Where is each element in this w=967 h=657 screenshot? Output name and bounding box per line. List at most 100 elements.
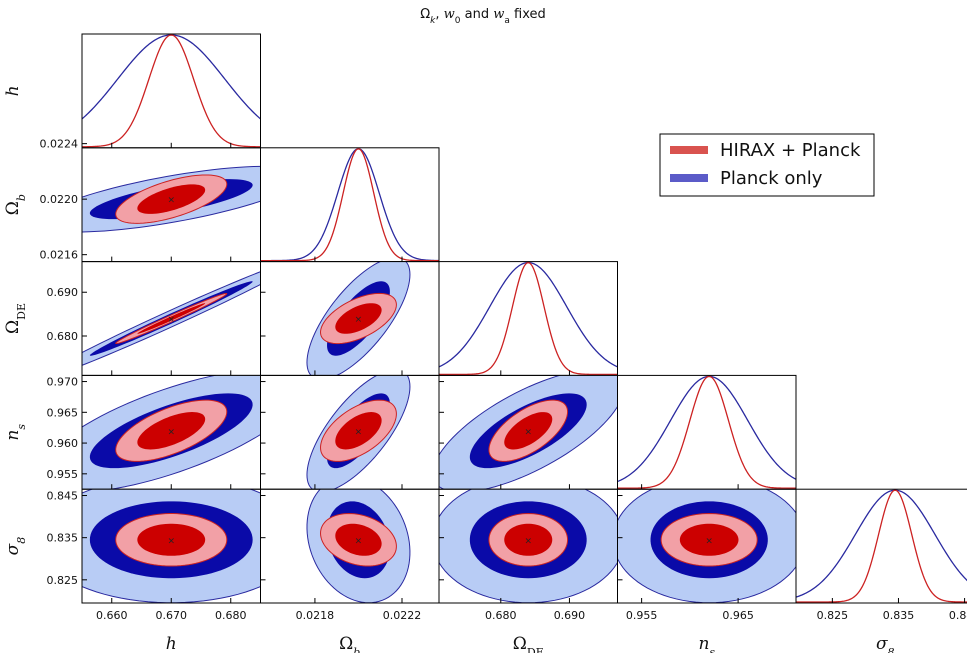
x-axis-label-s8: σ8 [876, 634, 895, 653]
x-tick-label-Ob: 0.0218 [296, 609, 335, 622]
legend: HIRAX + Planck Planck only [659, 133, 875, 197]
chart-title-part: fixed [510, 7, 546, 22]
x-tick-label-Ob: 0.0222 [383, 609, 422, 622]
legend-frame [659, 133, 875, 197]
axis-label-main: σ [876, 634, 888, 653]
axis-label-sub: s [15, 424, 28, 430]
cell-Ob-h: × [82, 165, 261, 233]
contour-1sigma [504, 523, 553, 556]
legend-entry-label: Planck only [720, 168, 823, 189]
x-tick-label-s8: 0.845 [949, 609, 967, 622]
chart-title-part: w [493, 7, 504, 22]
marginal-curve-h [82, 34, 261, 120]
x-tick-label-ODE: 0.680 [485, 609, 517, 622]
axis-label-sub: 8 [888, 646, 895, 654]
axis-label-main: σ [3, 543, 23, 555]
contour-1sigma [335, 412, 382, 450]
marginal-curve-ns [617, 375, 796, 483]
cell-s8-ns: × [617, 489, 796, 604]
chart-title-part: and [461, 7, 494, 22]
marginal-curve-s8 [796, 489, 967, 603]
contour-1sigma [335, 303, 382, 334]
x-tick-label-s8: 0.825 [817, 609, 849, 622]
chart-title-part: k [430, 16, 436, 26]
chart-title-part: 0 [455, 16, 461, 26]
y-axis-label-h: h [3, 85, 23, 96]
cell-s8-h: × [82, 489, 261, 604]
y-tick-label-Ob: 0.0216 [40, 249, 79, 262]
cell-h-h [82, 34, 261, 148]
y-tick-label-ns: 0.965 [47, 406, 79, 419]
x-tick-label-ns: 0.965 [722, 609, 754, 622]
cell-ODE-h: × [82, 271, 261, 366]
x-axis-label-ODE: ΩDE [513, 634, 544, 653]
fiducial-marker: × [167, 536, 175, 546]
axis-label-sub: DE [15, 303, 28, 320]
cell-ns-ODE: × [439, 375, 618, 490]
axis-label-sub: s [709, 646, 715, 654]
y-axis-label-ODE: ΩDE [3, 303, 28, 334]
fiducial-marker: × [167, 196, 175, 206]
axis-label-sub: b [353, 646, 360, 654]
legend-entry-label: HIRAX + Planck [720, 140, 861, 161]
fiducial-marker: × [524, 427, 532, 437]
contour-1sigma [137, 303, 206, 334]
y-tick-label-ODE: 0.690 [47, 286, 79, 299]
y-tick-label-ODE: 0.680 [47, 330, 79, 343]
chart-title-part: , [435, 7, 443, 22]
x-tick-label-ns: 0.955 [626, 609, 658, 622]
y-tick-label-Ob: 0.0220 [40, 193, 79, 206]
y-tick-label-s8: 0.845 [47, 490, 79, 503]
axis-label-main: h [166, 634, 177, 653]
axis-label-sub: b [15, 194, 28, 201]
x-tick-label-h: 0.670 [156, 609, 188, 622]
axis-label-main: Ω [339, 634, 353, 653]
chart-title-part: a [504, 16, 510, 26]
contour-1sigma [335, 523, 382, 556]
marginal-curve-s8 [796, 489, 967, 598]
x-tick-label-ODE: 0.690 [554, 609, 586, 622]
fiducial-marker: × [355, 536, 363, 546]
cell-Ob-Ob [260, 148, 439, 262]
marginal-curve-Ob [260, 148, 439, 262]
cell-ODE-ODE [439, 261, 618, 376]
fiducial-marker: × [355, 427, 363, 437]
cell-frame [617, 374, 797, 490]
fiducial-marker: × [167, 427, 175, 437]
y-axis-label-ns: ns [3, 424, 28, 441]
x-tick-label-h: 0.680 [215, 609, 247, 622]
axis-label-sub: DE [527, 646, 544, 654]
y-axis-label-Ob: Ωb [3, 194, 28, 215]
cell-ns-ns [617, 375, 796, 489]
y-tick-label-s8: 0.835 [47, 532, 79, 545]
contour-1sigma [504, 412, 553, 450]
axis-label-main: h [3, 85, 23, 96]
marginal-curve-ns [617, 375, 796, 489]
contour-1sigma [137, 523, 206, 556]
cell-frame [795, 488, 967, 604]
axis-label-main: n [698, 634, 709, 653]
marginal-curve-ODE [439, 261, 618, 368]
x-axis-label-ns: ns [698, 634, 715, 653]
y-tick-label-ns: 0.955 [47, 468, 79, 481]
fiducial-marker: × [524, 536, 532, 546]
axis-label-main: Ω [3, 320, 23, 334]
axis-label-main: n [3, 430, 23, 441]
cell-s8-ODE: × [439, 489, 618, 604]
x-axis-label-h: h [166, 634, 177, 653]
contour-1sigma [137, 184, 206, 214]
contour-1sigma [137, 412, 206, 450]
cell-s8-Ob: × [306, 489, 411, 604]
cell-s8-s8 [796, 489, 967, 603]
cell-ODE-Ob: × [306, 261, 411, 376]
chart-title: Ωk, w0 and wa fixed [420, 7, 546, 26]
cell-frame [438, 261, 618, 376]
y-tick-label-ns: 0.970 [47, 376, 79, 389]
contour-1sigma [679, 523, 739, 556]
marginal-curve-ODE [439, 261, 618, 376]
cell-ns-h: × [82, 375, 261, 490]
fiducial-marker: × [167, 315, 175, 325]
x-tick-label-s8: 0.835 [883, 609, 915, 622]
